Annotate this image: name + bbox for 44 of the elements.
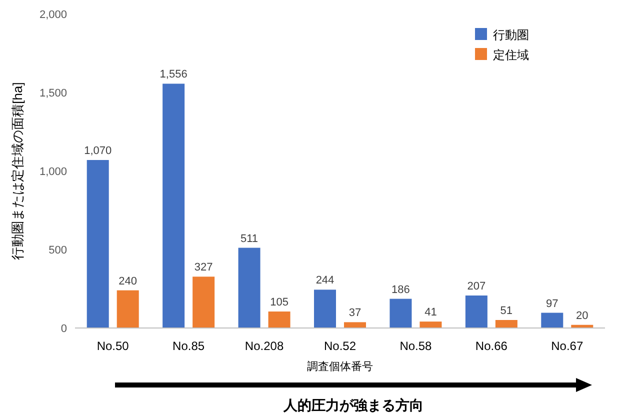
- data-label: 97: [546, 298, 558, 310]
- text: 人的圧力が強まる方向: [282, 397, 424, 413]
- data-label: 1,556: [160, 68, 188, 81]
- bar: [541, 312, 564, 328]
- bar: [86, 160, 109, 328]
- y-tick-label: 1,000: [39, 166, 67, 178]
- x-axis-title: 調査個体番号: [307, 360, 373, 373]
- y-tick-label: 500: [48, 244, 67, 256]
- bar: [192, 276, 215, 328]
- data-label: 105: [270, 296, 288, 309]
- data-label: 37: [348, 307, 362, 320]
- data-label: 186: [392, 284, 410, 296]
- y-axis-title: 行動圏または定住域の面積[ha]: [10, 82, 25, 260]
- data-label: 244: [316, 274, 334, 287]
- bar: [390, 298, 412, 328]
- y-tick-label: 1,500: [39, 88, 67, 100]
- bar: [344, 322, 366, 328]
- data-label: 511: [240, 232, 258, 245]
- x-tick-label: No.85: [172, 339, 205, 353]
- bar: [162, 84, 185, 328]
- bar: [116, 290, 139, 328]
- y-tick-label: 0: [60, 323, 67, 335]
- x-tick-label: No.58: [400, 339, 432, 353]
- data-label: 20: [576, 310, 588, 322]
- bar: [238, 248, 260, 328]
- x-tick-label: No.66: [475, 339, 508, 353]
- data-label: 41: [424, 306, 437, 319]
- data-label: 1,070: [84, 145, 112, 158]
- x-tick-label: No.52: [324, 339, 356, 353]
- y-tick-label: 2,000: [39, 9, 67, 21]
- x-tick-label: No.208: [244, 339, 284, 353]
- bar: [314, 290, 336, 328]
- legend-label: 行動圏: [493, 28, 529, 42]
- data-label: 51: [500, 304, 513, 317]
- data-label: 207: [467, 280, 486, 292]
- legend-label: 定住域: [493, 48, 529, 62]
- x-tick-label: No.67: [551, 339, 584, 353]
- x-tick-label: No.50: [96, 339, 130, 353]
- bar: [268, 312, 290, 328]
- data-label: 240: [118, 275, 138, 288]
- bar: [420, 322, 442, 328]
- bar: [495, 320, 518, 328]
- bar: [465, 296, 488, 328]
- data-label: 327: [194, 262, 213, 274]
